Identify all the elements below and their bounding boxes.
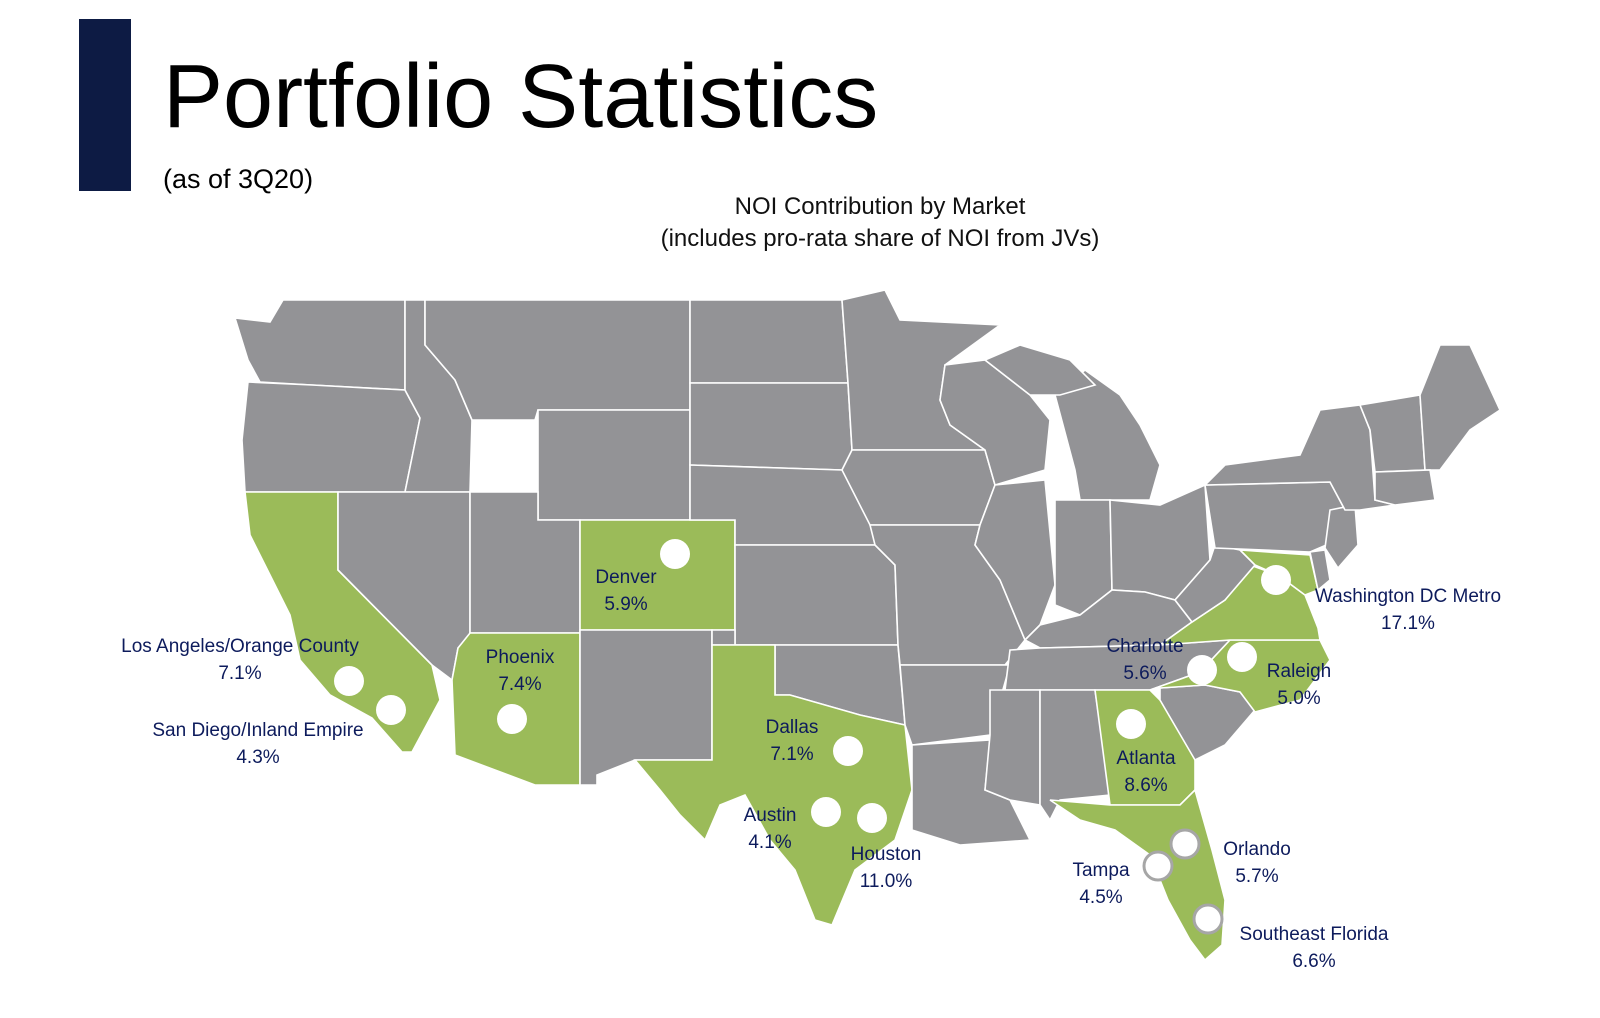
state-michigan-up: [983, 344, 1097, 396]
marker-austin: [811, 797, 841, 827]
market-label-southeast-florida: Southeast Florida 6.6%: [1239, 924, 1389, 972]
state-south-dakota: [689, 382, 853, 471]
marker-tampa: [1142, 850, 1174, 882]
market-label-los-angeles: Los Angeles/Orange County 7.1%: [121, 636, 359, 684]
market-label-san-diego: San Diego/Inland Empire 4.3%: [152, 720, 364, 768]
market-label-dallas: Dallas 7.1%: [765, 717, 819, 765]
market-label-tampa: Tampa 4.5%: [1072, 860, 1130, 908]
market-label-houston: Houston 11.0%: [850, 844, 922, 892]
page-title: Portfolio Statistics: [163, 47, 879, 147]
state-montana: [424, 299, 691, 421]
map-title: NOI Contribution by Market: [734, 193, 1026, 220]
market-label-austin: Austin 4.1%: [743, 805, 797, 853]
marker-washington-dc: [1261, 565, 1291, 595]
state-mississippi: [984, 689, 1041, 806]
marker-charlotte: [1187, 655, 1217, 685]
state-pennsylvania: [1204, 481, 1346, 553]
state-north-dakota: [689, 299, 849, 384]
market-label-orlando: Orlando 5.7%: [1223, 839, 1291, 887]
state-delaware: [1309, 549, 1331, 592]
state-iowa: [841, 449, 996, 526]
marker-denver: [660, 539, 690, 569]
state-wyoming: [537, 409, 691, 521]
marker-los-angeles: [334, 666, 364, 696]
map-subtitle: (includes pro-rata share of NOI from JVs…: [660, 225, 1100, 252]
state-oregon: [241, 381, 421, 493]
state-arkansas: [899, 664, 1012, 746]
marker-phoenix: [497, 704, 527, 734]
title-accent-bar: [79, 19, 131, 191]
marker-orlando: [1169, 828, 1201, 860]
marker-raleigh: [1227, 642, 1257, 672]
market-label-washington-dc: Washington DC Metro 17.1%: [1314, 586, 1502, 634]
state-kansas: [734, 544, 899, 646]
market-label-raleigh: Raleigh 5.0%: [1266, 661, 1332, 709]
market-label-phoenix: Phoenix 7.4%: [485, 647, 555, 695]
market-label-charlotte: Charlotte 5.6%: [1106, 636, 1184, 684]
state-texas: [633, 644, 913, 926]
state-massachusetts-ct-ri: [1374, 469, 1436, 506]
marker-atlanta: [1116, 709, 1146, 739]
marker-southeast-florida: [1192, 903, 1224, 935]
state-michigan: [1054, 368, 1161, 501]
state-north-carolina: [1149, 639, 1331, 713]
state-new-york: [1203, 404, 1396, 511]
market-label-denver: Denver 5.9%: [595, 567, 657, 615]
state-new-jersey: [1324, 504, 1359, 570]
marker-san-diego: [376, 695, 406, 725]
state-maine: [1419, 344, 1502, 471]
marker-houston: [857, 803, 887, 833]
marker-dallas: [833, 736, 863, 766]
state-washington: [233, 299, 406, 391]
market-label-atlanta: Atlanta 8.6%: [1116, 748, 1176, 796]
page-subtitle: (as of 3Q20): [163, 164, 314, 194]
